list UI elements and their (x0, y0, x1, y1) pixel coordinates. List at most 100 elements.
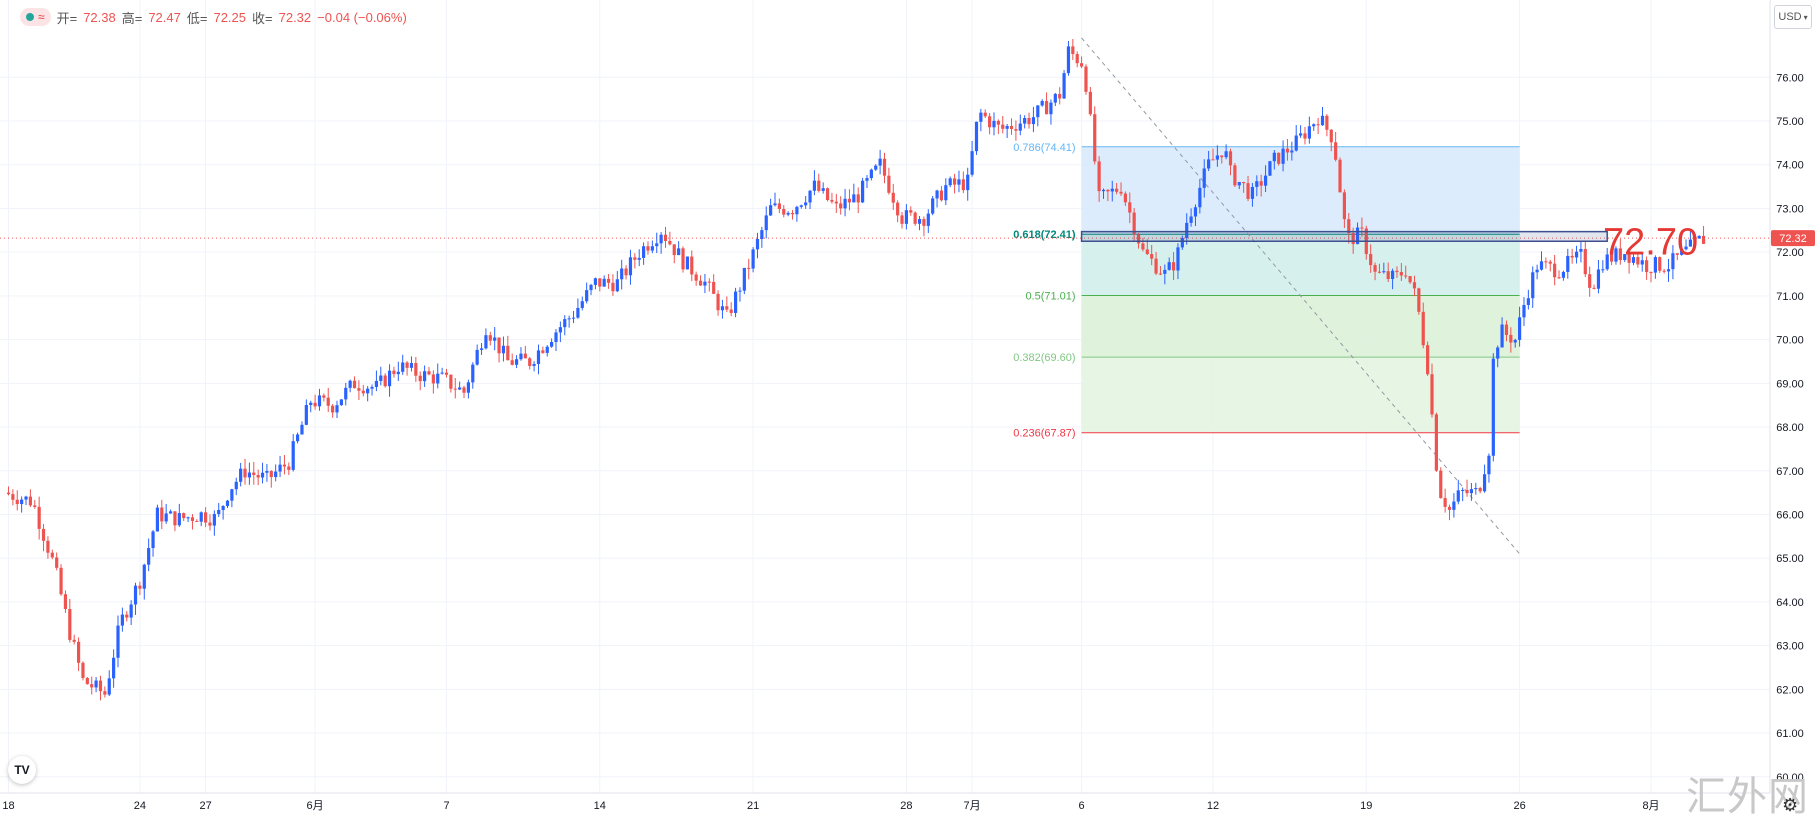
candle (1417, 288, 1421, 312)
y-tick-label: 66.00 (1776, 509, 1804, 521)
candle (751, 249, 755, 269)
candle (1158, 273, 1163, 275)
candle (1412, 282, 1417, 289)
candle (1018, 123, 1022, 131)
fib-zone-band (1081, 357, 1520, 433)
candle (852, 194, 856, 203)
candle (1482, 474, 1487, 492)
candle (1272, 152, 1276, 162)
candle (585, 290, 589, 302)
candle (659, 234, 663, 244)
candle (427, 371, 431, 375)
candle (387, 370, 392, 387)
candle (979, 112, 983, 122)
price-highlight-box (1080, 230, 1608, 242)
candle (891, 192, 895, 203)
candle (1500, 324, 1504, 348)
candle (186, 517, 190, 519)
y-tick-label: 65.00 (1776, 553, 1804, 565)
candle (1539, 261, 1544, 270)
candle (896, 202, 900, 216)
candle (1675, 253, 1679, 255)
candle (869, 169, 873, 179)
y-tick-label: 73.00 (1776, 203, 1804, 215)
candle (190, 517, 195, 521)
candle (988, 116, 992, 128)
x-tick-label: 6 (1079, 800, 1085, 812)
candle (637, 257, 641, 260)
candle (1684, 246, 1688, 250)
open-value: 72.38 (83, 9, 116, 25)
candle (1198, 187, 1202, 208)
candle (1268, 161, 1272, 176)
candle (882, 158, 887, 176)
candle (339, 399, 343, 406)
candle (409, 363, 414, 368)
candle (1640, 260, 1644, 265)
candle (1382, 271, 1386, 273)
candle (1649, 272, 1653, 274)
candle (874, 165, 878, 170)
candle (1119, 191, 1123, 194)
candle (199, 512, 203, 522)
candle (436, 373, 440, 384)
candle (81, 662, 85, 678)
fib-level-label: 0.5(71.01) (1025, 290, 1075, 302)
candle (204, 512, 208, 523)
candle (948, 178, 952, 186)
candle (1636, 257, 1640, 265)
candle (475, 349, 479, 365)
candle (1215, 155, 1219, 160)
candle (72, 639, 76, 642)
current-price-badge-label: 72.32 (1779, 233, 1807, 245)
candle (488, 335, 492, 341)
candle (532, 363, 536, 366)
symbol-pill[interactable]: ≈ (20, 8, 51, 26)
candle (361, 390, 365, 394)
candle (712, 281, 716, 294)
candle (677, 248, 681, 256)
candle (423, 371, 427, 382)
candle (611, 282, 615, 292)
candle (1263, 175, 1268, 186)
x-tick-label: 7月 (964, 800, 981, 812)
candle (160, 507, 164, 522)
candle (1671, 253, 1675, 270)
candle (1325, 115, 1329, 130)
candle (1469, 489, 1474, 494)
candle (217, 509, 221, 515)
candle (401, 362, 405, 372)
candle (1557, 277, 1561, 279)
y-tick-label: 62.00 (1776, 684, 1804, 696)
candle (598, 278, 602, 287)
gear-icon[interactable]: ⚙ (1782, 795, 1799, 815)
candle (1329, 129, 1333, 143)
candle (1281, 148, 1285, 164)
candle (703, 281, 707, 286)
y-tick-label: 67.00 (1776, 466, 1804, 478)
y-tick-label: 75.00 (1776, 116, 1804, 128)
candle (747, 267, 751, 269)
candle (1430, 374, 1434, 415)
y-tick-label: 63.00 (1776, 641, 1804, 653)
candle (1561, 271, 1565, 278)
candle (983, 112, 987, 117)
candle (33, 505, 37, 507)
candle (304, 405, 308, 425)
candle (1487, 455, 1491, 475)
candle (1697, 235, 1701, 239)
x-tick-label: 12 (1207, 800, 1219, 812)
candle (602, 278, 606, 287)
candle (773, 203, 777, 206)
candle (817, 180, 821, 191)
candle (1592, 287, 1596, 289)
currency-button[interactable]: USD ▾ (1774, 5, 1812, 29)
candle (541, 350, 545, 353)
tradingview-logo[interactable]: TV (8, 756, 36, 784)
candle (1250, 186, 1255, 199)
candle (1579, 248, 1583, 252)
candle (1145, 249, 1149, 255)
candle (1496, 347, 1500, 359)
